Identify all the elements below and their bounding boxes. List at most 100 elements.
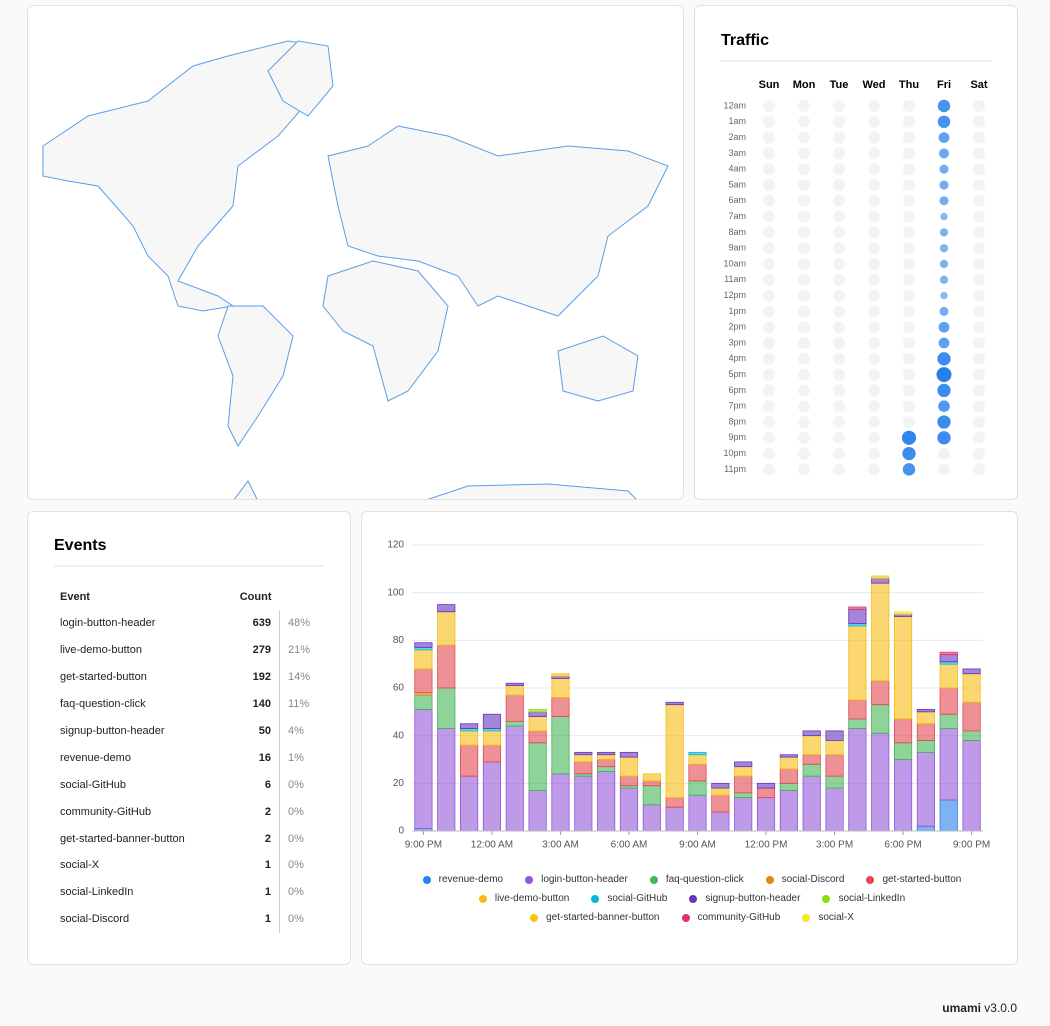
- traffic-dot: [973, 321, 985, 334]
- bar-segment: [825, 754, 844, 777]
- bar-segment: [597, 759, 616, 768]
- hour-label: 7pm: [728, 401, 746, 411]
- event-count: 1: [225, 852, 280, 879]
- traffic-dot: [868, 416, 880, 428]
- bar-segment: [528, 709, 547, 713]
- legend-item[interactable]: social-LinkedIn: [822, 893, 905, 904]
- hour-label: 10am: [723, 258, 746, 268]
- bar-segment: [779, 790, 798, 832]
- traffic-dot: [903, 258, 915, 270]
- traffic-dot: [903, 352, 915, 365]
- event-name: community-GitHub: [60, 805, 152, 818]
- traffic-dot: [833, 447, 845, 460]
- brand: umami: [942, 1001, 981, 1015]
- x-tick-label: 3:00 AM: [542, 840, 579, 851]
- legend-item[interactable]: faq-question-click: [649, 874, 744, 885]
- traffic-dot: [903, 115, 915, 128]
- legend-label: social-X: [818, 912, 854, 923]
- traffic-dot: [798, 226, 810, 239]
- traffic-dot: [937, 415, 951, 429]
- legend-item[interactable]: revenue-demo: [422, 874, 503, 885]
- traffic-dot: [868, 368, 880, 381]
- traffic-dot: [868, 352, 880, 365]
- traffic-dot: [833, 416, 845, 428]
- traffic-dot: [798, 273, 810, 286]
- bar-segment: [414, 694, 433, 710]
- bar-segment: [734, 792, 753, 799]
- bar-segment: [848, 625, 867, 701]
- legend-item[interactable]: social-X: [802, 912, 854, 923]
- traffic-dot: [973, 305, 985, 318]
- traffic-dot: [833, 226, 845, 239]
- event-count: 2: [225, 798, 280, 826]
- traffic-dot: [973, 115, 985, 128]
- bar-segment: [642, 780, 661, 787]
- hour-label: 6pm: [728, 385, 746, 395]
- event-name: faq-question-click: [60, 698, 146, 711]
- event-count: 16: [225, 744, 280, 772]
- bar-segment: [802, 735, 821, 756]
- event-row: social-X 1 0%: [54, 852, 324, 879]
- traffic-dot: [833, 352, 845, 365]
- bar-segment: [916, 740, 935, 753]
- traffic-dot: [833, 258, 845, 270]
- bar-segment: [437, 728, 456, 832]
- traffic-dot: [903, 273, 915, 286]
- traffic-dot: [763, 273, 775, 286]
- traffic-dot: [903, 321, 915, 334]
- legend-swatch: [478, 894, 487, 903]
- bar-segment: [939, 713, 958, 729]
- legend-item[interactable]: community-GitHub: [681, 912, 781, 923]
- legend: revenue-demo login-button-header faq-quest…: [412, 874, 972, 923]
- events-chart: 0 20 40 60 80 100 120 9:00 PM 12:00 AM 3:00 AM 6:0…: [387, 540, 990, 851]
- bar-segment: [551, 697, 570, 718]
- traffic-dot: [973, 447, 985, 460]
- bar-segment: [505, 694, 524, 722]
- hour-label: 11am: [724, 274, 746, 284]
- x-tick-label: 6:00 PM: [884, 840, 921, 851]
- traffic-dot: [973, 431, 985, 444]
- bar-segment: [460, 730, 479, 746]
- traffic-dot: [939, 164, 949, 174]
- bar-segment: [893, 616, 913, 720]
- traffic-dot: [833, 321, 845, 334]
- traffic-dot: [868, 447, 880, 460]
- traffic-dot: [973, 179, 985, 191]
- x-tick-label: 9:00 AM: [679, 840, 716, 851]
- version: v3.0.0: [984, 1001, 1017, 1015]
- traffic-dot: [833, 115, 845, 128]
- bar-segment: [460, 775, 479, 832]
- legend-item[interactable]: get-started-button: [866, 874, 961, 885]
- traffic-dot: [763, 226, 775, 239]
- legend-label: social-Discord: [781, 874, 845, 885]
- traffic-dot: [902, 446, 916, 461]
- event-count: 192: [225, 663, 280, 691]
- x-tick-label: 6:00 AM: [611, 840, 648, 851]
- bar-segment: [848, 699, 867, 720]
- traffic-dot: [868, 463, 880, 476]
- traffic-dot: [833, 431, 845, 444]
- legend-item[interactable]: live-demo-button: [478, 893, 569, 904]
- traffic-dot: [939, 306, 949, 316]
- legend-item[interactable]: social-Discord: [765, 874, 845, 885]
- hour-label: 4am: [728, 164, 746, 174]
- bar-segment: [482, 713, 502, 729]
- column-header: [280, 584, 325, 610]
- legend-item[interactable]: social-GitHub: [591, 893, 667, 904]
- events-header: Events: [54, 537, 324, 567]
- legend-label: community-GitHub: [697, 912, 781, 923]
- traffic-dot: [763, 163, 775, 176]
- legend-item[interactable]: signup-button-header: [689, 893, 800, 904]
- bar-segment: [482, 730, 502, 746]
- event-name: social-Discord: [60, 913, 130, 926]
- column-header: Count: [239, 591, 272, 603]
- traffic-dot: [763, 463, 775, 476]
- x-tick-label: 9:00 PM: [953, 840, 990, 851]
- bar-segment: [414, 668, 433, 694]
- bar-segment: [642, 773, 661, 782]
- hour-label: 11pm: [724, 464, 746, 474]
- event-percent: 0%: [288, 859, 304, 872]
- traffic-dot: [973, 337, 985, 349]
- legend-item[interactable]: login-button-header: [525, 874, 628, 885]
- legend-item[interactable]: get-started-banner-button: [530, 912, 660, 923]
